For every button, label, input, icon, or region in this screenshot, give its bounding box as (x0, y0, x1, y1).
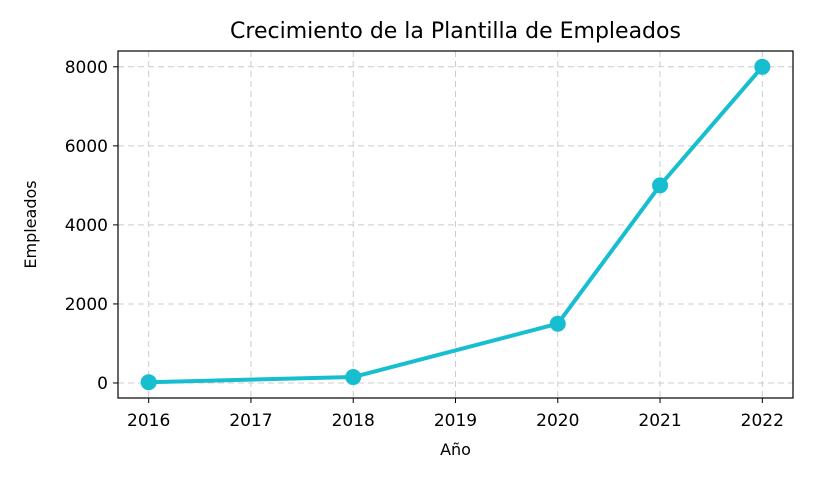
y-axis-label: Empleados (21, 180, 40, 268)
plot-frame (117, 50, 794, 399)
axes: 2016 2017 2018 2019 2020 2021 2022 0 2000 4000 600… (65, 58, 784, 431)
data-point (754, 58, 771, 75)
x-tick-label: 2017 (229, 411, 272, 431)
series-layer (140, 58, 771, 391)
x-axis-label: Año (440, 440, 471, 459)
chart-title: Crecimiento de la Plantilla de Empleados (230, 19, 681, 44)
x-tick-label: 2016 (127, 411, 170, 431)
data-point (549, 315, 566, 332)
grid (118, 51, 793, 398)
y-tick-label: 0 (97, 374, 108, 394)
y-tick-label: 4000 (65, 216, 108, 236)
x-tick-label: 2021 (638, 411, 681, 431)
data-point (345, 369, 362, 386)
x-tick-label: 2018 (332, 411, 375, 431)
x-tick-label: 2019 (434, 411, 477, 431)
y-tick-label: 8000 (65, 58, 108, 78)
y-tick-label: 2000 (65, 295, 108, 315)
x-tick-label: 2020 (536, 411, 579, 431)
x-tick-label: 2022 (741, 411, 784, 431)
y-tick-label: 6000 (65, 137, 108, 157)
data-point (140, 374, 157, 391)
data-point (652, 177, 669, 194)
